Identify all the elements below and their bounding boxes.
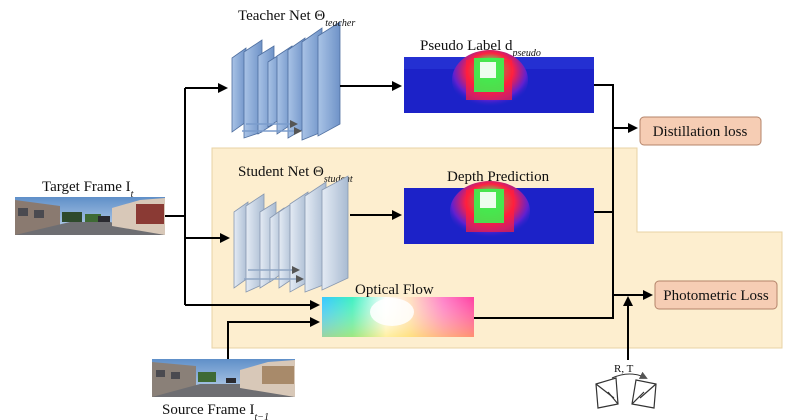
flow-to-photometric-line [474, 295, 614, 319]
student-net-label: Student Net Θstudent [238, 164, 353, 185]
photometric-loss-label: Photometric Loss [663, 288, 769, 304]
photometric-loss-box [654, 280, 778, 310]
arrow-source-to-flow [227, 317, 320, 359]
pseudo-label-title: Pseudo Label dpseudo [420, 38, 541, 59]
teacher-net-label: Teacher Net Θteacher [238, 8, 355, 29]
teacher-net-icon [231, 21, 341, 141]
depth-prediction-title: Depth Prediction [447, 169, 550, 185]
depth-prediction-map [404, 181, 594, 244]
optical-flow-title: Optical Flow [355, 282, 434, 298]
pose-label: R, T [614, 363, 634, 375]
arrow-pseudo-to-distillation [594, 84, 638, 133]
target-frame-image [15, 197, 165, 235]
optical-flow-map [322, 297, 474, 337]
source-frame-label: Source Frame It−1 [162, 402, 269, 420]
pseudo-label-map [404, 50, 594, 113]
student-net-icon [233, 175, 349, 293]
distillation-loss-box [639, 116, 762, 146]
camera-frustum-icon [595, 377, 657, 409]
target-frame-label: Target Frame It [42, 179, 134, 200]
pose-rotation-arrow [611, 371, 648, 379]
distillation-loss-label: Distillation loss [653, 124, 748, 140]
source-frame-image [152, 359, 295, 397]
connectors [165, 81, 653, 360]
